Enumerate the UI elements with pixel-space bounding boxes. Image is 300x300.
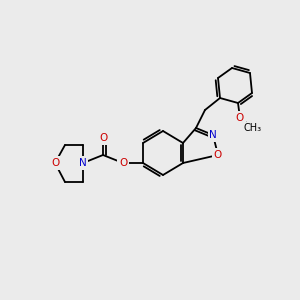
Text: O: O — [99, 133, 107, 143]
Text: N: N — [209, 130, 217, 140]
Text: CH₃: CH₃ — [244, 123, 262, 133]
Text: O: O — [51, 158, 59, 168]
Text: O: O — [119, 158, 127, 168]
Text: O: O — [214, 150, 222, 160]
Text: N: N — [79, 158, 87, 168]
Text: O: O — [236, 113, 244, 123]
